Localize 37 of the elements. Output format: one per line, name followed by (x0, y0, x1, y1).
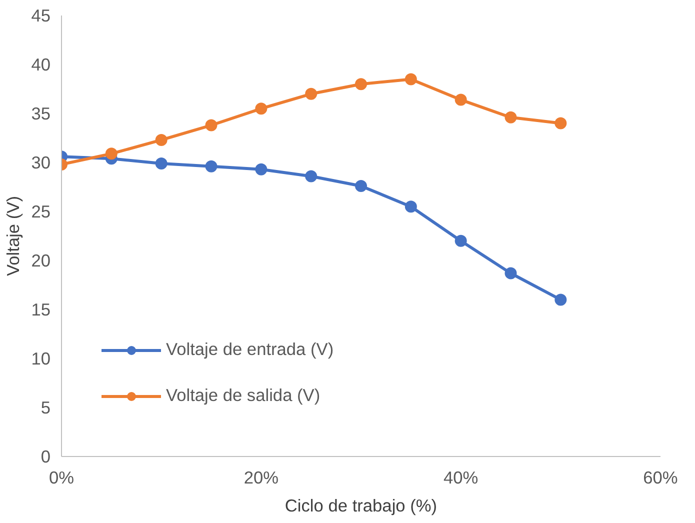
point (305, 170, 318, 182)
point (255, 102, 268, 115)
point (454, 234, 467, 247)
y-tick-label: 45 (31, 6, 51, 26)
y-tick-label: 5 (40, 398, 51, 418)
legend-label: Voltaje de entrada (V) (166, 339, 334, 360)
point (105, 148, 118, 160)
y-tick-label: 20 (31, 250, 51, 270)
point (205, 160, 218, 172)
point (504, 267, 517, 280)
legend-label: Voltaje de salida (V) (166, 385, 320, 406)
x-tick-label: 40% (443, 468, 478, 488)
y-tick-label: 10 (31, 348, 51, 368)
x-tick-label: 60% (643, 468, 678, 488)
y-tick-label: 35 (31, 104, 51, 124)
point (255, 163, 268, 176)
point (155, 134, 168, 146)
y-tick-label: 40 (31, 54, 51, 74)
y-tick-label: 0 (40, 446, 51, 466)
point (404, 200, 417, 213)
point (155, 157, 168, 170)
y-tick-label: 15 (31, 300, 51, 320)
point (404, 73, 417, 86)
x-tick-label: 20% (244, 468, 279, 488)
y-axis-title: Voltaje (V) (3, 196, 24, 276)
point (554, 294, 567, 306)
x-axis-title: Ciclo de trabajo (%) (284, 496, 438, 516)
point (504, 111, 517, 124)
point (305, 88, 318, 100)
point (554, 117, 567, 130)
y-tick-label: 25 (31, 202, 51, 222)
x-tick-label: 0% (48, 468, 74, 488)
point (355, 78, 367, 90)
point (454, 94, 467, 106)
point (205, 119, 218, 132)
point (355, 180, 367, 192)
y-tick-label: 30 (31, 152, 51, 172)
